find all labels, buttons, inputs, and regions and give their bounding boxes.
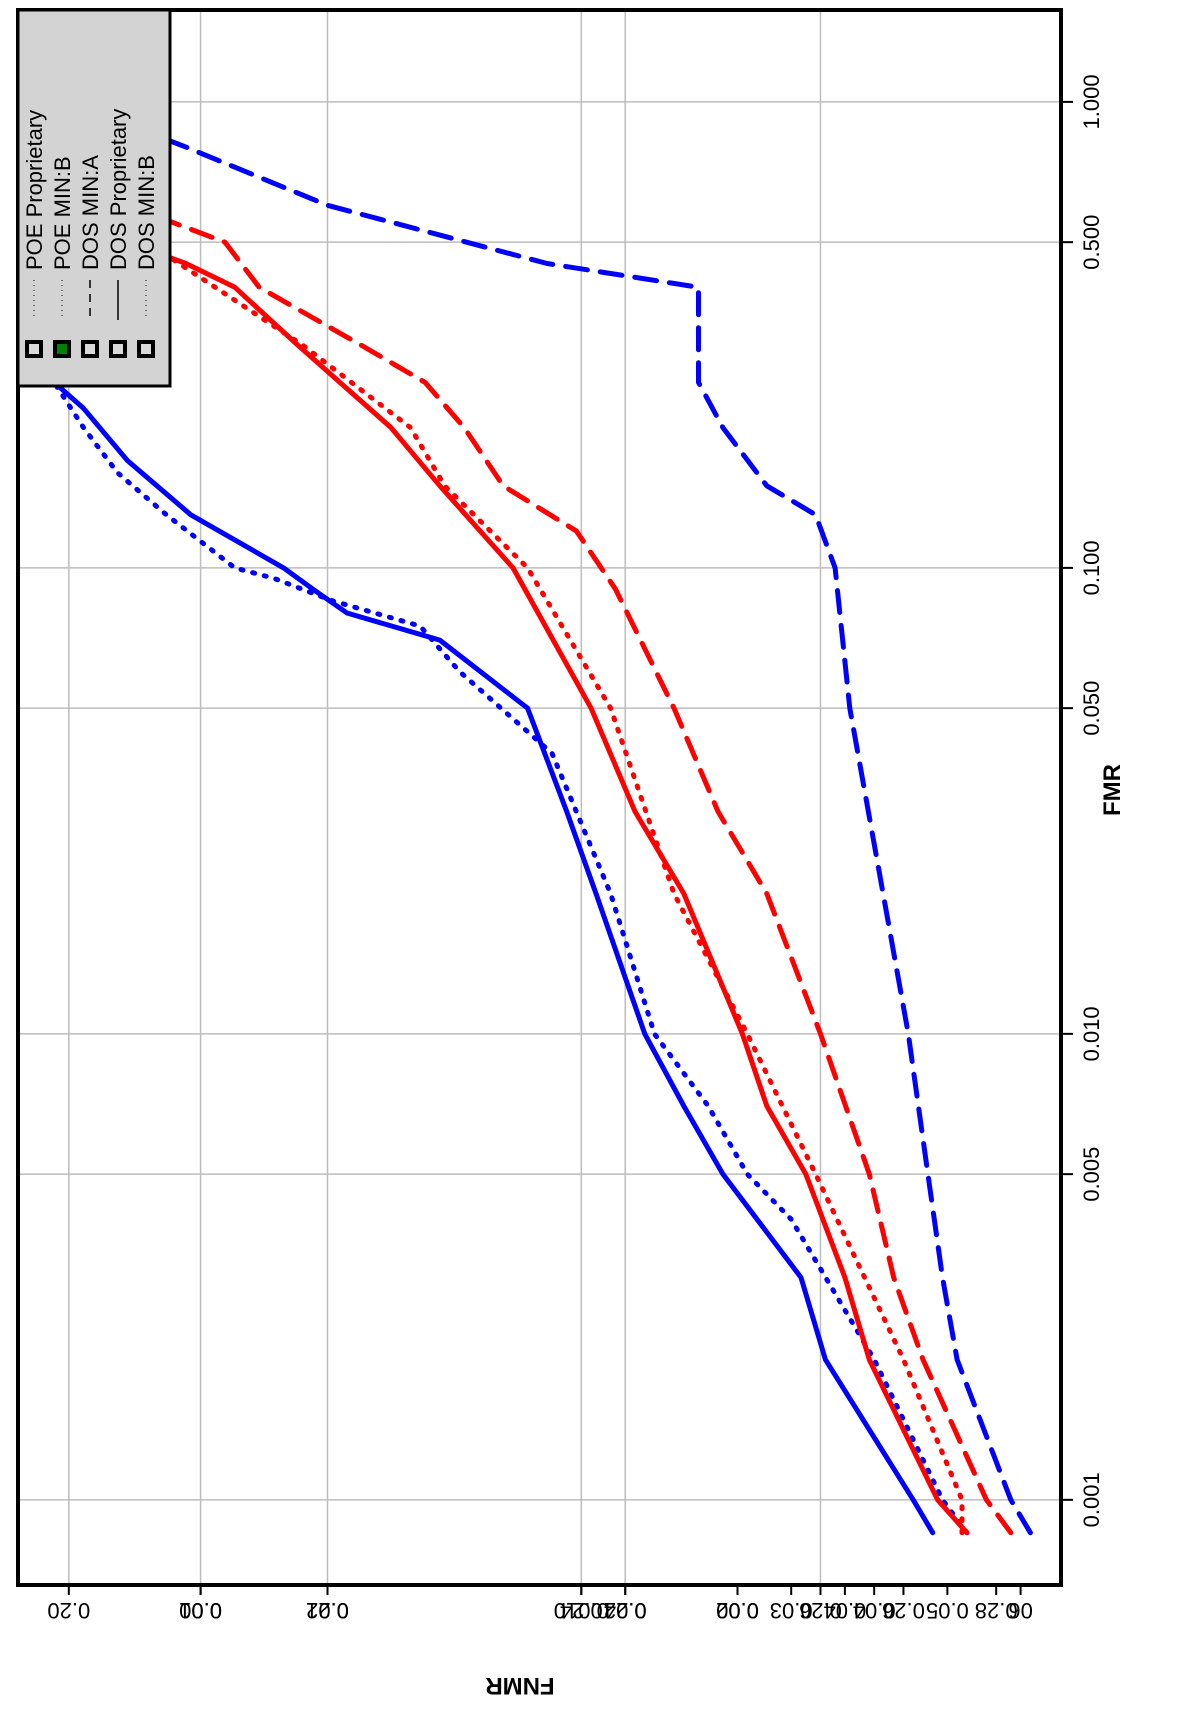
series-line-2 [66, 99, 1033, 1536]
y-tick-label-12: 0.26 [799, 1598, 842, 1623]
series-line-4 [51, 379, 936, 1536]
series-layer [51, 99, 1033, 1536]
y-tick-label-14: 0.04 [853, 1598, 896, 1623]
x-axis-label: FMR [1099, 764, 1126, 816]
y-tick-label-4: 0.01 [306, 1598, 349, 1623]
series-line-0 [51, 379, 970, 1536]
y-tick-label-18: 06 [1008, 1598, 1032, 1623]
legend-swatch-3 [109, 340, 127, 358]
x-tick-label-0: 0.001 [1079, 1472, 1104, 1527]
y-tick-label-2: 0.01 [179, 1598, 222, 1623]
x-tick-label-4: 0.100 [1079, 540, 1104, 595]
y-tick-label-3: 0.22 [306, 1598, 349, 1623]
y-tick-label-11: 0.03 [770, 1598, 813, 1623]
y-tick-label-7: 0.02 [604, 1598, 647, 1623]
x-tick-label-1: 0.005 [1079, 1147, 1104, 1202]
legend-swatch-4 [137, 340, 155, 358]
y-tick-label-10: 0.00 [716, 1598, 759, 1623]
y-tick-label-0: 0.20 [47, 1598, 90, 1623]
legend-label-0: POE Proprietary [22, 110, 47, 270]
legend-swatch-2 [81, 340, 99, 358]
legend-label-1: POE MIN:B [50, 156, 75, 270]
y-axis-label: FNMR [485, 1672, 554, 1699]
x-axis-ticks: 0.001 0.005 0.010 0.050 0.100 0.500 1.000 [1061, 74, 1104, 1527]
y-tick-label-9: 0.02 [716, 1598, 759, 1623]
legend-box [16, 8, 172, 388]
y-tick-label-13: 0.04 [823, 1598, 866, 1623]
legend-label-4: DOS MIN:B [134, 155, 159, 270]
x-tick-label-2: 0.010 [1079, 1006, 1104, 1061]
x-tick-label-3: 0.050 [1079, 681, 1104, 736]
legend-label-3: DOS Proprietary [106, 109, 131, 270]
grid [18, 10, 1061, 1585]
legend: POE Proprietary POE MIN:B DOS MIN:A DOS Pro… [16, 8, 172, 388]
y-tick-label-17: 0.28 [975, 1598, 1018, 1623]
plot-frame [16, 8, 1063, 1587]
x-tick-label-6: 1.000 [1079, 74, 1104, 129]
legend-swatch-0 [25, 340, 43, 358]
y-tick-label-1: 0.00 [179, 1598, 222, 1623]
y-tick-label-8: 0.24 [604, 1598, 647, 1623]
y-tick-label-6: 0.24 [560, 1598, 603, 1623]
series-line-3 [66, 220, 970, 1536]
series-line-1 [144, 239, 965, 1536]
legend-label-2: DOS MIN:A [78, 155, 103, 270]
series-line-5 [56, 171, 1014, 1536]
legend-swatch-1 [53, 340, 71, 358]
y-tick-label-15: 0.26 [882, 1598, 925, 1623]
x-tick-label-5: 0.500 [1079, 215, 1104, 270]
y-tick-label-5: 0.010 [554, 1598, 609, 1623]
y-tick-label-16: 0.05 [926, 1598, 969, 1623]
